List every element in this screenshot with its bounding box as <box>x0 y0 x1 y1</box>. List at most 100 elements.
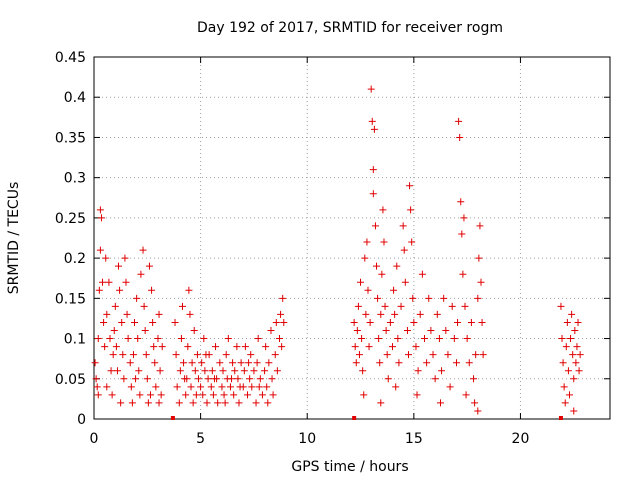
data-point <box>386 318 394 326</box>
data-point <box>371 222 379 230</box>
data-point <box>278 343 286 351</box>
data-point <box>413 391 421 399</box>
data-point <box>95 286 103 294</box>
data-point <box>112 343 120 351</box>
data-point <box>197 383 205 391</box>
data-point <box>382 327 390 335</box>
data-point <box>277 310 285 318</box>
data-point <box>152 383 160 391</box>
data-point <box>210 375 218 383</box>
data-point <box>357 278 365 286</box>
data-point <box>376 359 384 367</box>
data-point <box>476 222 484 230</box>
data-point <box>352 359 360 367</box>
data-point <box>220 391 228 399</box>
data-point <box>360 391 368 399</box>
data-point <box>570 407 578 415</box>
data-point <box>187 383 195 391</box>
data-point <box>454 318 462 326</box>
data-point <box>403 327 411 335</box>
data-point <box>237 359 245 367</box>
data-point <box>280 318 288 326</box>
data-point <box>474 294 482 302</box>
data-point <box>122 278 130 286</box>
data-point <box>116 286 124 294</box>
x-tick-label: 10 <box>298 431 316 447</box>
data-point <box>375 335 383 343</box>
data-point <box>467 318 475 326</box>
data-point <box>212 343 220 351</box>
data-point <box>139 246 147 254</box>
data-point <box>384 375 392 383</box>
data-point <box>460 214 468 222</box>
data-point <box>268 375 276 383</box>
data-point <box>276 335 284 343</box>
data-point <box>438 367 446 375</box>
data-point <box>563 318 571 326</box>
data-point <box>229 359 237 367</box>
data-point <box>250 367 258 375</box>
data-point <box>576 351 584 359</box>
data-point <box>245 359 253 367</box>
data-point <box>218 383 226 391</box>
data-point <box>407 206 415 214</box>
data-point <box>457 198 465 206</box>
data-point <box>178 302 186 310</box>
data-point <box>194 375 202 383</box>
data-point <box>199 391 207 399</box>
data-point <box>136 391 144 399</box>
data-point <box>172 351 180 359</box>
data-point <box>264 399 272 407</box>
data-point <box>478 318 486 326</box>
data-point <box>248 383 256 391</box>
data-point <box>189 399 197 407</box>
data-point <box>570 375 578 383</box>
data-point <box>154 335 162 343</box>
data-point <box>110 327 118 335</box>
data-point <box>185 286 193 294</box>
data-point <box>155 399 163 407</box>
data-point <box>369 166 377 174</box>
data-point <box>244 391 252 399</box>
y-tick-label: 0.3 <box>64 171 86 187</box>
data-point <box>446 383 454 391</box>
data-point <box>219 367 227 375</box>
tick-layer: 0 0.05 0.1 0.15 0.2 0.25 0.3 0.35 0.4 0.45 0 5 10 15 2… <box>55 50 610 447</box>
data-point <box>433 310 441 318</box>
data-point <box>442 327 450 335</box>
data-point <box>406 182 414 190</box>
y-tick-label: 0.35 <box>55 130 86 146</box>
data-point <box>353 327 361 335</box>
data-point <box>111 302 119 310</box>
data-point <box>392 383 400 391</box>
baseline-marker <box>352 416 357 420</box>
y-tick-label: 0.25 <box>55 211 86 227</box>
data-point <box>120 375 128 383</box>
y-tick-label: 0.4 <box>64 90 86 106</box>
data-point <box>141 327 149 335</box>
data-point <box>102 254 110 262</box>
data-point <box>258 391 266 399</box>
data-point <box>256 375 264 383</box>
data-point <box>231 367 239 375</box>
data-point <box>131 318 139 326</box>
data-point <box>474 407 482 415</box>
data-point <box>465 359 473 367</box>
data-point <box>361 254 369 262</box>
data-point <box>201 367 209 375</box>
data-point <box>117 399 125 407</box>
data-point <box>175 399 183 407</box>
data-point <box>127 383 135 391</box>
data-point <box>265 359 273 367</box>
data-point <box>378 270 386 278</box>
data-point <box>132 375 140 383</box>
data-point <box>255 383 263 391</box>
data-point <box>262 343 270 351</box>
data-point <box>471 399 479 407</box>
data-point <box>399 222 407 230</box>
data-point <box>458 230 466 238</box>
x-tick-label: 0 <box>90 431 99 447</box>
data-point <box>272 318 280 326</box>
data-point <box>350 318 358 326</box>
data-point <box>240 367 248 375</box>
